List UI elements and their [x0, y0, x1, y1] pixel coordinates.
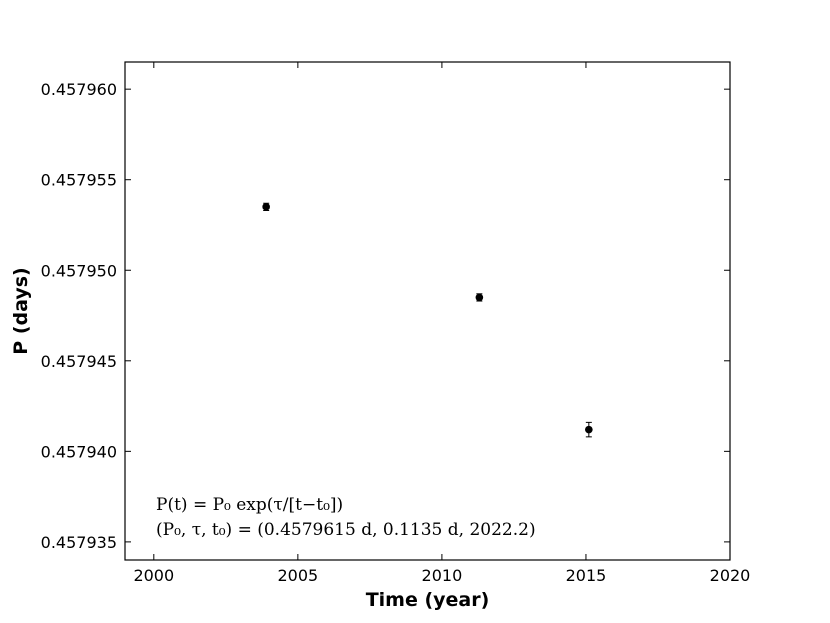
x-tick-label: 2010 — [422, 566, 463, 585]
data-point — [262, 202, 270, 211]
data-point — [475, 293, 484, 302]
x-tick-label: 2015 — [566, 566, 607, 585]
ticks-layer: 2000 2005 2010 2015 2020 0.457935 0.457940 0.45… — [41, 62, 751, 585]
y-tick-label: 0.457950 — [41, 261, 117, 280]
y-tick-label: 0.457960 — [41, 80, 117, 99]
plot-frame — [124, 61, 731, 561]
model-equation: P(t) = P₀ exp(τ/[t−t₀]) — [156, 495, 343, 515]
y-tick-label: 0.457940 — [41, 442, 117, 461]
data-point — [585, 421, 593, 438]
x-tick-label: 2005 — [277, 566, 318, 585]
data-points-layer — [262, 202, 593, 438]
x-tick-label: 2000 — [133, 566, 174, 585]
data-marker — [262, 203, 270, 211]
x-tick-label: 2020 — [710, 566, 751, 585]
data-marker — [585, 425, 593, 434]
model-parameters: (P₀, τ, t₀) = (0.4579615 d, 0.1135 d, 20… — [156, 520, 536, 540]
x-axis-label: Time (year) — [366, 589, 490, 611]
y-tick-label: 0.457955 — [41, 171, 117, 190]
y-tick-label: 0.457945 — [41, 352, 117, 371]
y-tick-label: 0.457935 — [41, 533, 117, 552]
data-marker — [475, 293, 484, 302]
y-axis-label: P (days) — [10, 267, 32, 354]
